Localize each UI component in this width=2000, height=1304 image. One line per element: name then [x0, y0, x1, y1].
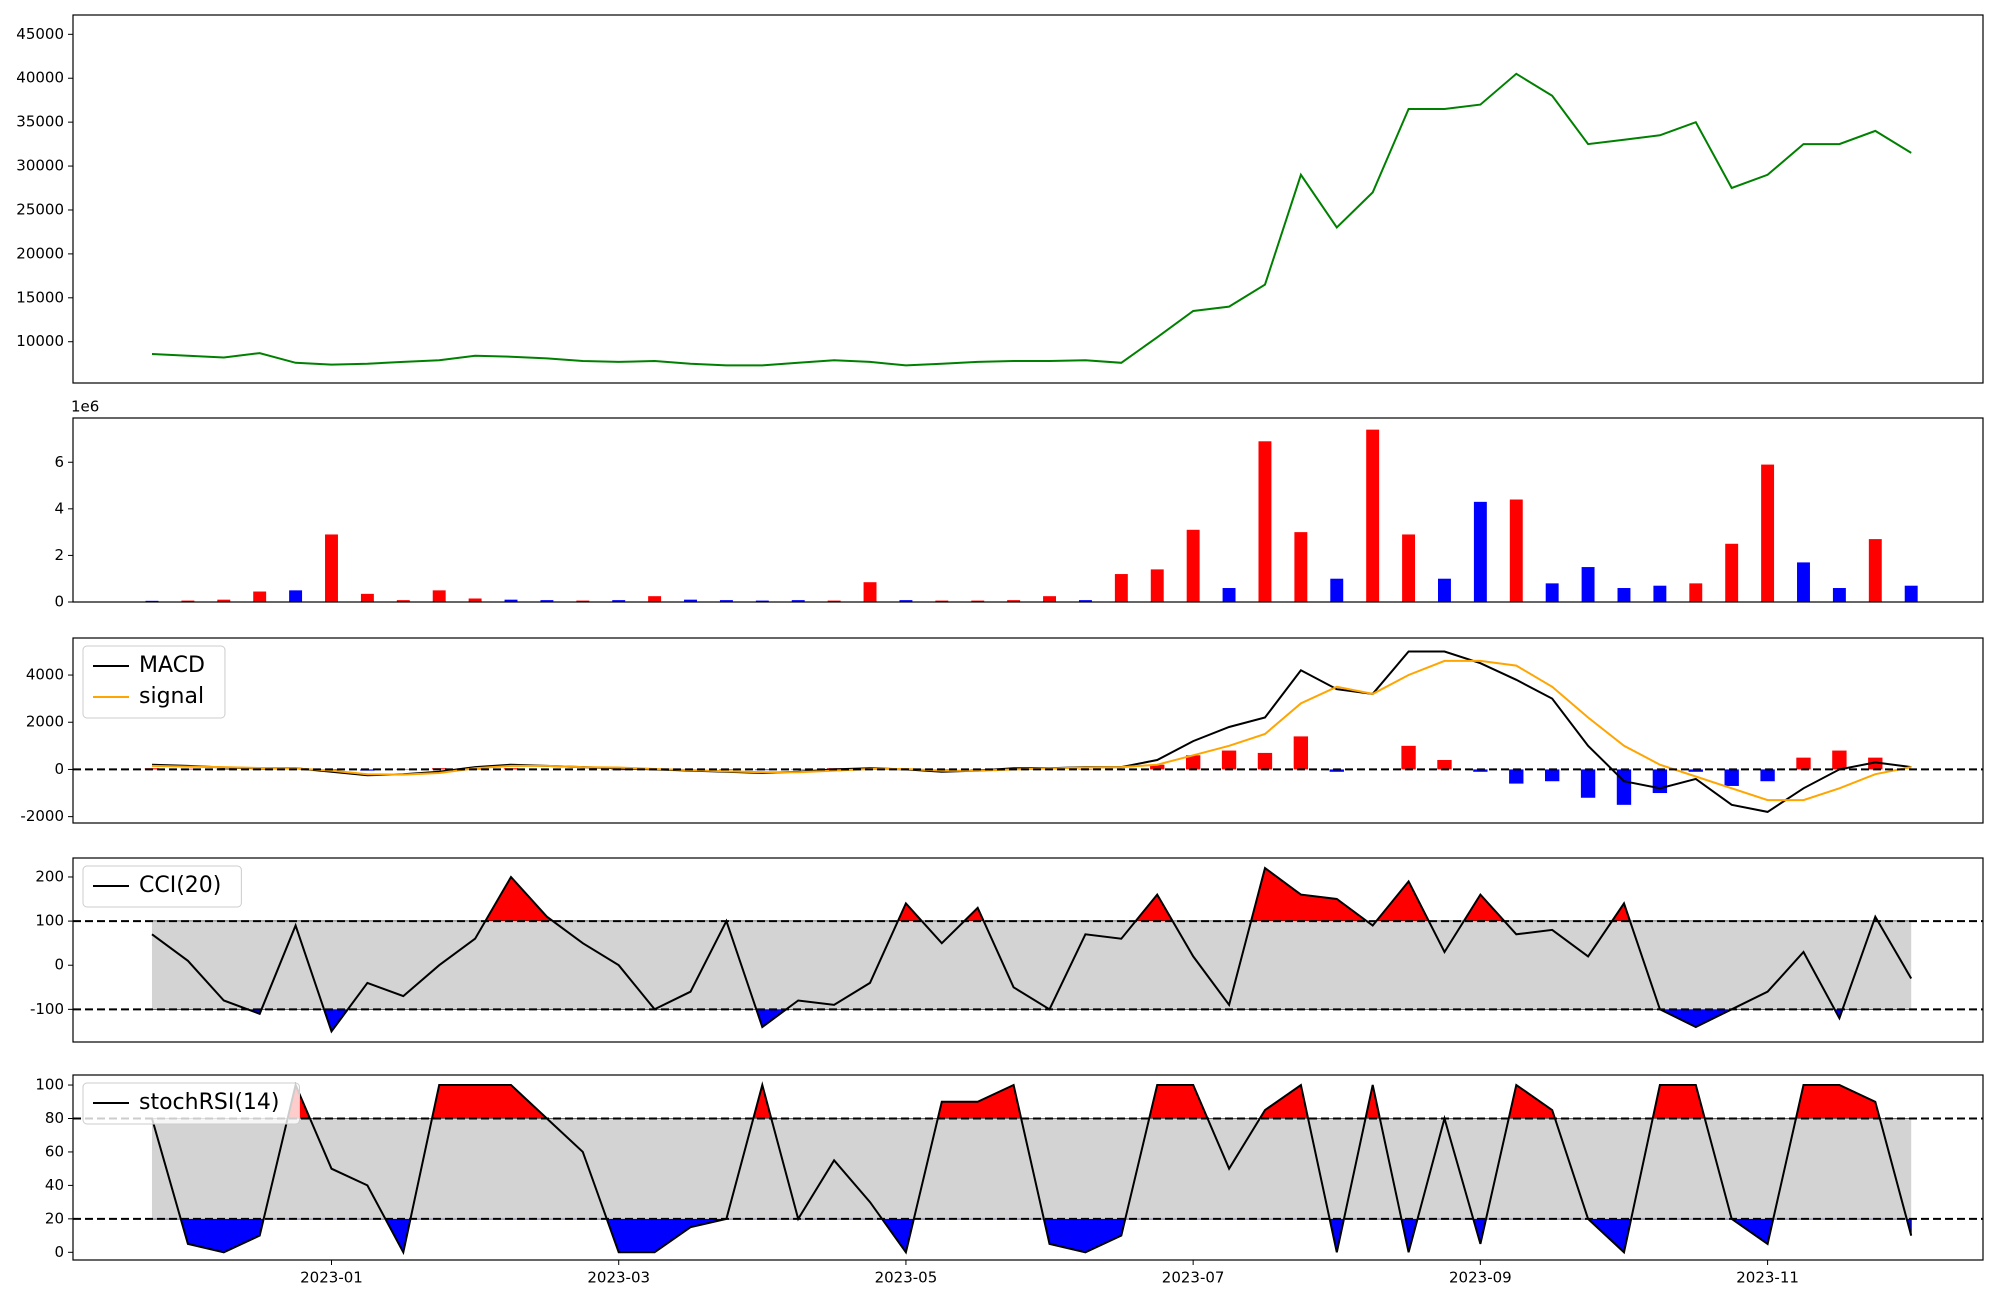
- volume-bar: [1115, 574, 1128, 602]
- axes-frame: [73, 15, 1983, 383]
- x-tick-label: 2023-07: [1162, 1269, 1225, 1287]
- volume-bar: [1618, 588, 1631, 602]
- y-tick-label: 4000: [26, 666, 64, 684]
- volume-bar: [1258, 441, 1271, 602]
- x-tick-label: 2023-03: [587, 1269, 650, 1287]
- y-tick-label: 10000: [16, 332, 64, 350]
- y-tick-label: 0: [54, 1243, 64, 1261]
- legend: CCI(20): [83, 866, 241, 907]
- neutral-band: [152, 921, 1911, 1009]
- volume-bar: [1653, 586, 1666, 602]
- y-tick-label: -2000: [20, 807, 64, 825]
- plot-area: [146, 430, 1918, 602]
- y-tick-label: 0: [54, 593, 64, 611]
- histogram-bar: [1222, 751, 1236, 770]
- series-line: [152, 661, 1911, 800]
- plot-area: [73, 1085, 1983, 1252]
- volume-bar: [1402, 534, 1415, 602]
- y-tick-label: -100: [30, 1000, 64, 1018]
- histogram-bar: [1832, 751, 1846, 770]
- histogram-bar: [1617, 769, 1631, 804]
- volume-bar: [1761, 465, 1774, 602]
- axes-frame: [73, 418, 1983, 602]
- volume-bar: [1689, 583, 1702, 602]
- legend-label: CCI(20): [139, 873, 221, 898]
- histogram-bar: [1401, 746, 1415, 770]
- volume-bar: [1546, 583, 1559, 602]
- volume-bar: [253, 592, 266, 602]
- x-tick-label: 2023-05: [875, 1269, 938, 1287]
- histogram-bar: [1545, 769, 1559, 781]
- volume-bar: [1294, 532, 1307, 602]
- x-tick-label: 2023-09: [1449, 1269, 1512, 1287]
- y-tick-label: 2000: [26, 713, 64, 731]
- histogram-bar: [1581, 769, 1595, 797]
- axes-frame: [73, 638, 1983, 823]
- histogram-bar: [1437, 760, 1451, 769]
- series-line: [152, 652, 1911, 812]
- volume-bar: [289, 590, 302, 602]
- volume-bar: [1510, 500, 1523, 602]
- y-tick-label: 200: [35, 867, 64, 885]
- legend-label: stochRSI(14): [139, 1090, 280, 1115]
- histogram-bar: [1258, 753, 1272, 770]
- y-tick-label: 45000: [16, 25, 64, 43]
- volume-bar: [864, 582, 877, 602]
- legend-label: MACD: [139, 653, 205, 678]
- y-tick-label: 100: [35, 912, 64, 930]
- plot-area: [73, 652, 1983, 812]
- y-tick-label: 100: [35, 1076, 64, 1094]
- y-tick-label: 40: [45, 1176, 64, 1194]
- volume-bar: [433, 590, 446, 602]
- y-tick-label: 0: [54, 760, 64, 778]
- y-tick-label: 25000: [16, 200, 64, 218]
- y-tick-label: 40000: [16, 69, 64, 87]
- y-tick-label: 20: [45, 1209, 64, 1227]
- volume-bar: [1869, 539, 1882, 602]
- volume-bar: [648, 596, 661, 602]
- plot-area: [152, 74, 1911, 366]
- volume-bar: [361, 594, 374, 602]
- series-line: [152, 74, 1911, 366]
- axis-offset-label: 1e6: [71, 398, 99, 416]
- y-tick-label: 15000: [16, 288, 64, 306]
- volume-bar: [1582, 567, 1595, 602]
- y-tick-label: 4: [54, 499, 64, 517]
- y-tick-label: 60: [45, 1142, 64, 1160]
- histogram-bar: [1725, 769, 1739, 786]
- y-tick-label: 0: [54, 956, 64, 974]
- histogram-bar: [1509, 769, 1523, 783]
- x-tick-label: 2023-11: [1736, 1269, 1799, 1287]
- y-tick-label: 2: [54, 546, 64, 564]
- volume-bar: [1187, 530, 1200, 602]
- volume-bar: [1725, 544, 1738, 602]
- legend: stochRSI(14): [83, 1083, 300, 1124]
- histogram-bar: [1653, 769, 1667, 793]
- x-tick-label: 2023-01: [300, 1269, 363, 1287]
- volume-bar: [1223, 588, 1236, 602]
- y-tick-label: 6: [54, 453, 64, 471]
- volume-bar: [1330, 579, 1343, 602]
- volume-bar: [1366, 430, 1379, 602]
- histogram-bar: [1294, 736, 1308, 769]
- y-tick-label: 80: [45, 1109, 64, 1127]
- volume-bar: [325, 534, 338, 602]
- volume-bar: [1043, 596, 1056, 602]
- histogram-bar: [1796, 758, 1810, 770]
- plot-area: [73, 868, 1983, 1031]
- legend-label: signal: [139, 684, 204, 709]
- y-tick-label: 30000: [16, 157, 64, 175]
- volume-bar: [1833, 588, 1846, 602]
- volume-bar: [1438, 579, 1451, 602]
- legend: MACD signal: [83, 646, 225, 718]
- volume-bar: [1797, 562, 1810, 602]
- histogram-bar: [1760, 769, 1774, 781]
- volume-bar: [1474, 502, 1487, 602]
- y-tick-label: 35000: [16, 113, 64, 131]
- volume-bar: [1151, 569, 1164, 602]
- y-tick-label: 20000: [16, 244, 64, 262]
- volume-bar: [1905, 586, 1918, 602]
